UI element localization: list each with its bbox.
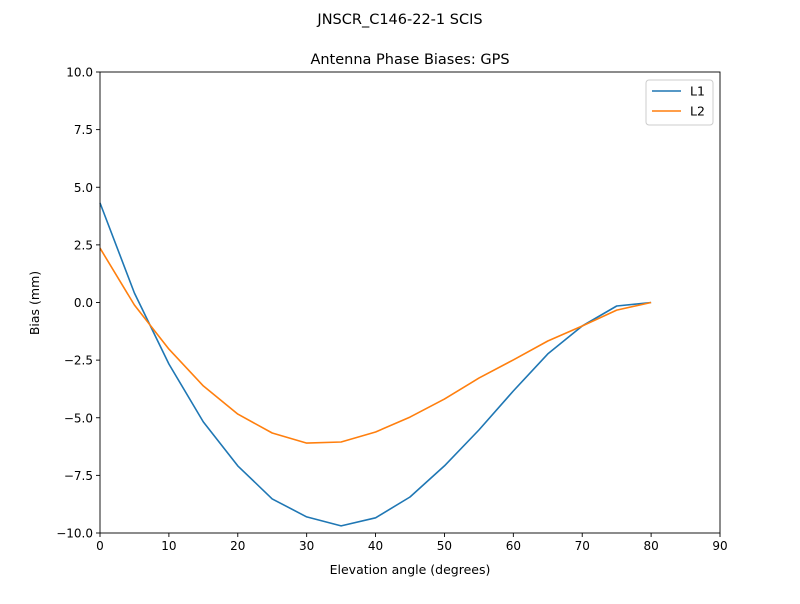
y-tick-label: −2.5 bbox=[64, 354, 93, 368]
x-tick-label: 10 bbox=[161, 539, 176, 553]
series-line-l2 bbox=[99, 247, 652, 444]
y-tick-label: −7.5 bbox=[64, 469, 93, 483]
series-line-l1 bbox=[99, 202, 652, 527]
y-tick-label: −10.0 bbox=[56, 527, 93, 541]
x-tick-label: 80 bbox=[643, 539, 658, 553]
x-tick-label: 90 bbox=[712, 539, 727, 553]
y-tick-label: −5.0 bbox=[64, 411, 93, 425]
chart-title: Antenna Phase Biases: GPS bbox=[310, 52, 509, 68]
x-tick-label: 60 bbox=[506, 539, 521, 553]
legend-label-l1: L1 bbox=[690, 84, 705, 99]
x-axis-label: Elevation angle (degrees) bbox=[330, 562, 491, 577]
y-axis-label: Bias (mm) bbox=[27, 271, 42, 335]
y-tick-label: 7.5 bbox=[74, 123, 93, 137]
x-tick-label: 30 bbox=[299, 539, 314, 553]
x-tick-label: 20 bbox=[230, 539, 245, 553]
y-tick-label: 0.0 bbox=[74, 296, 93, 310]
axes-frame bbox=[99, 71, 721, 534]
legend-label-l2: L2 bbox=[690, 104, 705, 119]
y-tick-label: 5.0 bbox=[74, 181, 93, 195]
y-tick-label: 10.0 bbox=[66, 66, 93, 80]
figure-suptitle: JNSCR_C146-22-1 SCIS bbox=[316, 12, 482, 28]
x-tick-label: 70 bbox=[575, 539, 590, 553]
x-tick-label: 0 bbox=[96, 539, 104, 553]
y-tick-label: 2.5 bbox=[74, 238, 93, 252]
x-tick-label: 50 bbox=[437, 539, 452, 553]
x-tick-label: 40 bbox=[368, 539, 383, 553]
